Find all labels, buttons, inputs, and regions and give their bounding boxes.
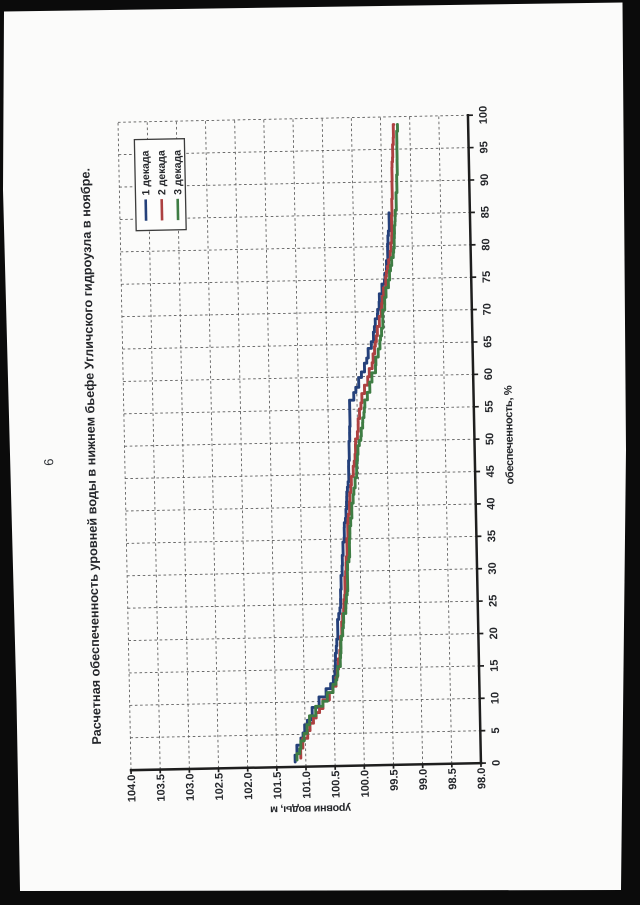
svg-text:25: 25 (488, 595, 500, 607)
svg-text:35: 35 (486, 530, 498, 542)
svg-text:0: 0 (491, 760, 503, 766)
svg-text:85: 85 (480, 206, 492, 218)
svg-text:20: 20 (488, 627, 500, 639)
svg-text:2 декада: 2 декада (156, 150, 169, 195)
svg-text:60: 60 (483, 368, 495, 380)
svg-text:обеспеченность, %: обеспеченность, % (503, 385, 517, 484)
svg-text:99.0: 99.0 (418, 769, 430, 791)
svg-text:50: 50 (484, 433, 496, 445)
svg-text:65: 65 (482, 336, 494, 348)
svg-text:45: 45 (485, 465, 497, 477)
svg-text:102.5: 102.5 (214, 773, 227, 801)
svg-text:6: 6 (41, 459, 56, 467)
svg-text:70: 70 (482, 303, 494, 315)
svg-text:99.5: 99.5 (389, 769, 401, 791)
svg-text:103.5: 103.5 (155, 774, 168, 802)
svg-text:40: 40 (486, 498, 498, 510)
svg-text:98.0: 98.0 (476, 768, 488, 790)
svg-text:уровни воды, м: уровни воды, м (270, 802, 351, 816)
svg-text:15: 15 (489, 660, 501, 672)
svg-text:98.5: 98.5 (447, 768, 459, 790)
svg-text:101.5: 101.5 (272, 772, 285, 800)
svg-text:5: 5 (490, 727, 502, 733)
svg-text:75: 75 (481, 271, 493, 283)
svg-text:95: 95 (479, 141, 491, 153)
svg-text:80: 80 (480, 238, 492, 250)
svg-text:1 декада: 1 декада (140, 151, 153, 196)
svg-text:Расчетная обеспеченность уровн: Расчетная обеспеченность уровней воды в … (79, 168, 105, 745)
svg-text:30: 30 (487, 562, 499, 574)
svg-text:102.0: 102.0 (243, 772, 256, 800)
svg-text:100.5: 100.5 (330, 771, 343, 799)
svg-text:90: 90 (479, 174, 491, 186)
svg-text:103.0: 103.0 (185, 774, 198, 802)
svg-text:104.0: 104.0 (126, 775, 139, 803)
svg-text:100: 100 (478, 106, 490, 125)
svg-text:55: 55 (484, 400, 496, 412)
svg-text:10: 10 (490, 692, 502, 704)
svg-text:100.0: 100.0 (360, 770, 373, 798)
svg-text:101.0: 101.0 (301, 771, 314, 799)
svg-text:3 декада: 3 декада (172, 150, 185, 195)
